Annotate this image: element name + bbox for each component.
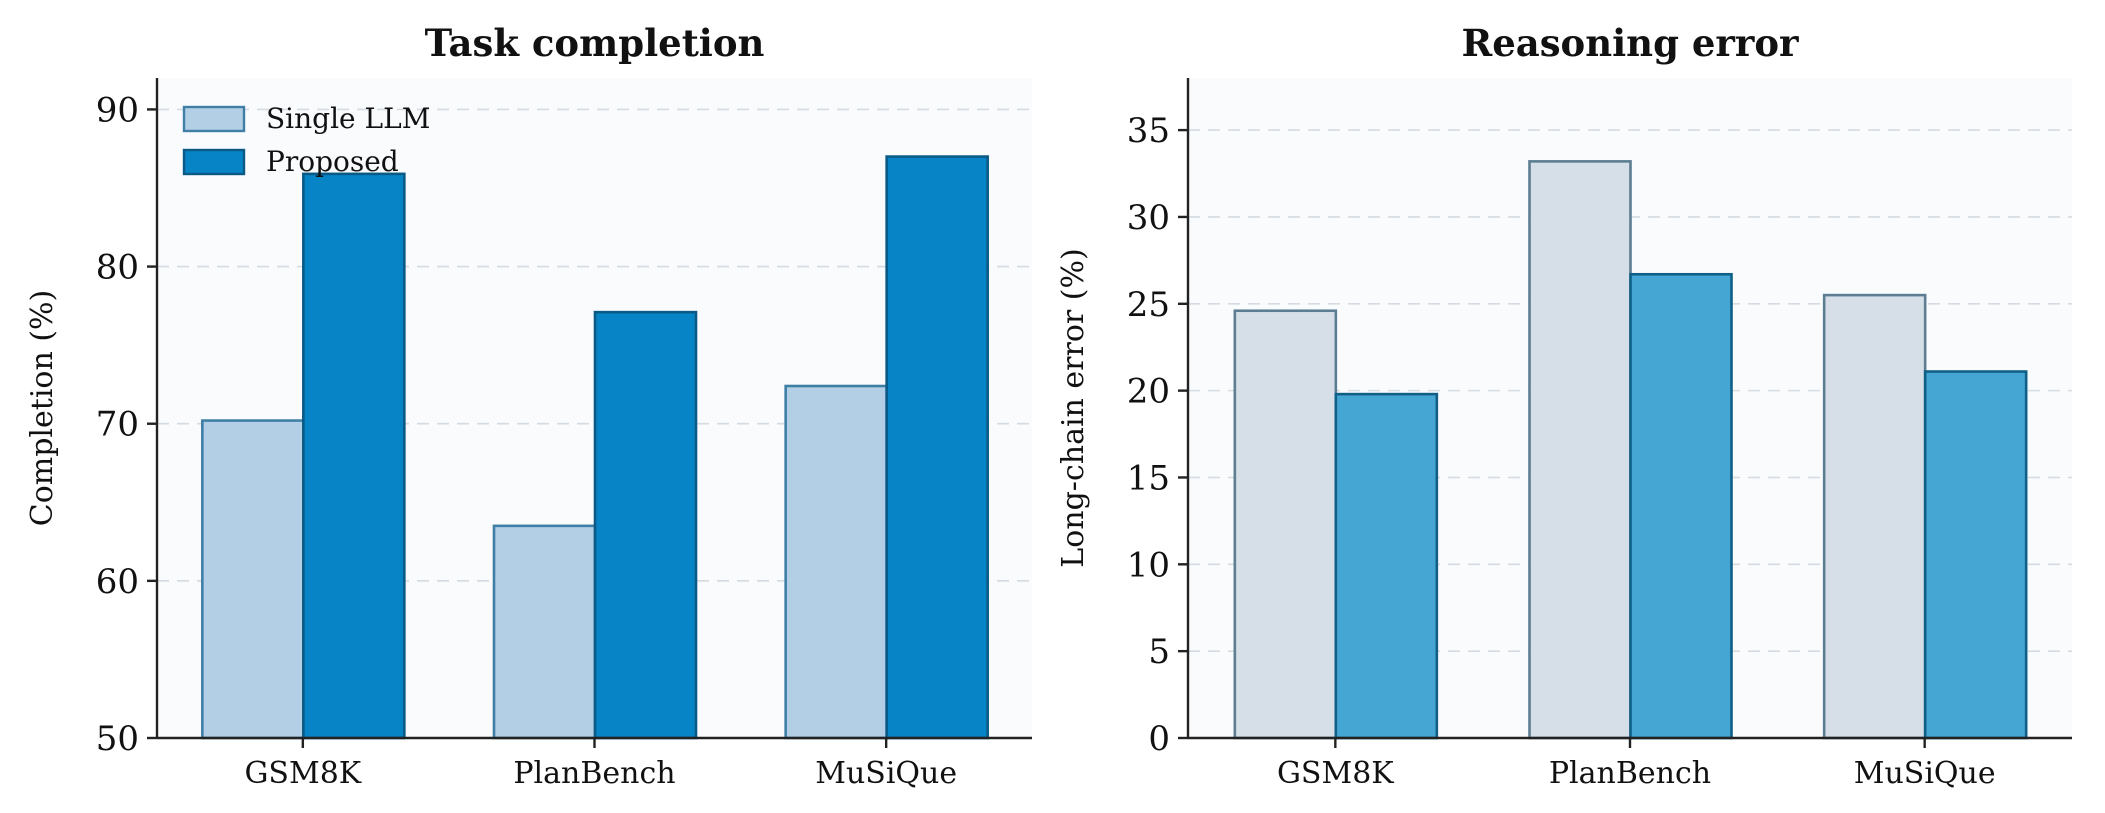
y-tick-label-0: 0 (1148, 719, 1170, 759)
x-tick-labels: GSM8K PlanBench MuSiQue (1277, 756, 1996, 791)
bars (1233, 160, 2028, 740)
y-tick-label-15: 15 (1127, 458, 1170, 498)
bar-gsm8k-series-1 (201, 419, 305, 740)
bar-gsm8k-series-2 (1334, 392, 1439, 740)
y-tick-label-20: 20 (1127, 372, 1170, 412)
x-tick-label-musique: MuSiQue (815, 756, 957, 791)
x-tick-label-planbench: PlanBench (513, 756, 675, 791)
y-tick-label-5: 5 (1148, 632, 1170, 672)
y-tick-label-10: 10 (1127, 545, 1170, 585)
y-tick-label-60: 60 (96, 562, 139, 602)
y-tick-labels: 50 60 70 80 90 (96, 90, 139, 759)
axes (1178, 78, 2072, 748)
x-tick-label-planbench: PlanBench (1549, 756, 1711, 791)
y-tick-label-30: 30 (1127, 198, 1170, 238)
y-tick-label-90: 90 (96, 90, 139, 130)
legend-label-proposed: Proposed (266, 145, 399, 178)
y-tick-label-80: 80 (96, 248, 139, 288)
bar-musique-series-1 (784, 384, 888, 740)
bar-musique-series-1 (1822, 293, 1927, 740)
y-axis-label: Completion (%) (25, 290, 60, 527)
task-completion-panel: 50 60 70 80 90 GSM8K PlanBench MuSiQue Task co… (25, 21, 1032, 791)
y-tick-label-50: 50 (96, 719, 139, 759)
legend-swatch-proposed (182, 148, 246, 176)
x-tick-label-gsm8k: GSM8K (244, 756, 361, 791)
y-tick-label-70: 70 (96, 405, 139, 445)
y-tick-label-25: 25 (1127, 285, 1170, 325)
bar-planbench-series-1 (492, 524, 597, 740)
y-tick-label-35: 35 (1127, 111, 1170, 151)
x-tick-label-gsm8k: GSM8K (1277, 756, 1394, 791)
bar-gsm8k-series-1 (1233, 309, 1338, 740)
legend-label-single-llm: Single LLM (266, 102, 430, 135)
reasoning-error-panel: 0 5 10 15 20 25 30 35 GSM8K PlanBench MuSiQue Rea… (1056, 21, 2072, 791)
chart-title: Task completion (425, 21, 765, 65)
axes (147, 78, 1032, 748)
x-tick-labels: GSM8K PlanBench MuSiQue (244, 756, 957, 791)
x-tick-label-musique: MuSiQue (1854, 756, 1996, 791)
bar-planbench-series-2 (593, 310, 698, 740)
bar-planbench-series-1 (1528, 160, 1632, 740)
legend-swatch-single-llm (182, 105, 246, 133)
bar-musique-series-2 (1923, 370, 2028, 740)
y-tick-labels: 0 5 10 15 20 25 30 35 (1127, 111, 1170, 759)
chart-title: Reasoning error (1461, 21, 1799, 65)
bar-gsm8k-series-2 (302, 172, 406, 740)
bar-planbench-series-2 (1629, 272, 1733, 740)
legend: Single LLM Proposed (182, 102, 430, 178)
bar-musique-series-2 (885, 155, 989, 740)
y-axis-label: Long-chain error (%) (1056, 248, 1091, 567)
